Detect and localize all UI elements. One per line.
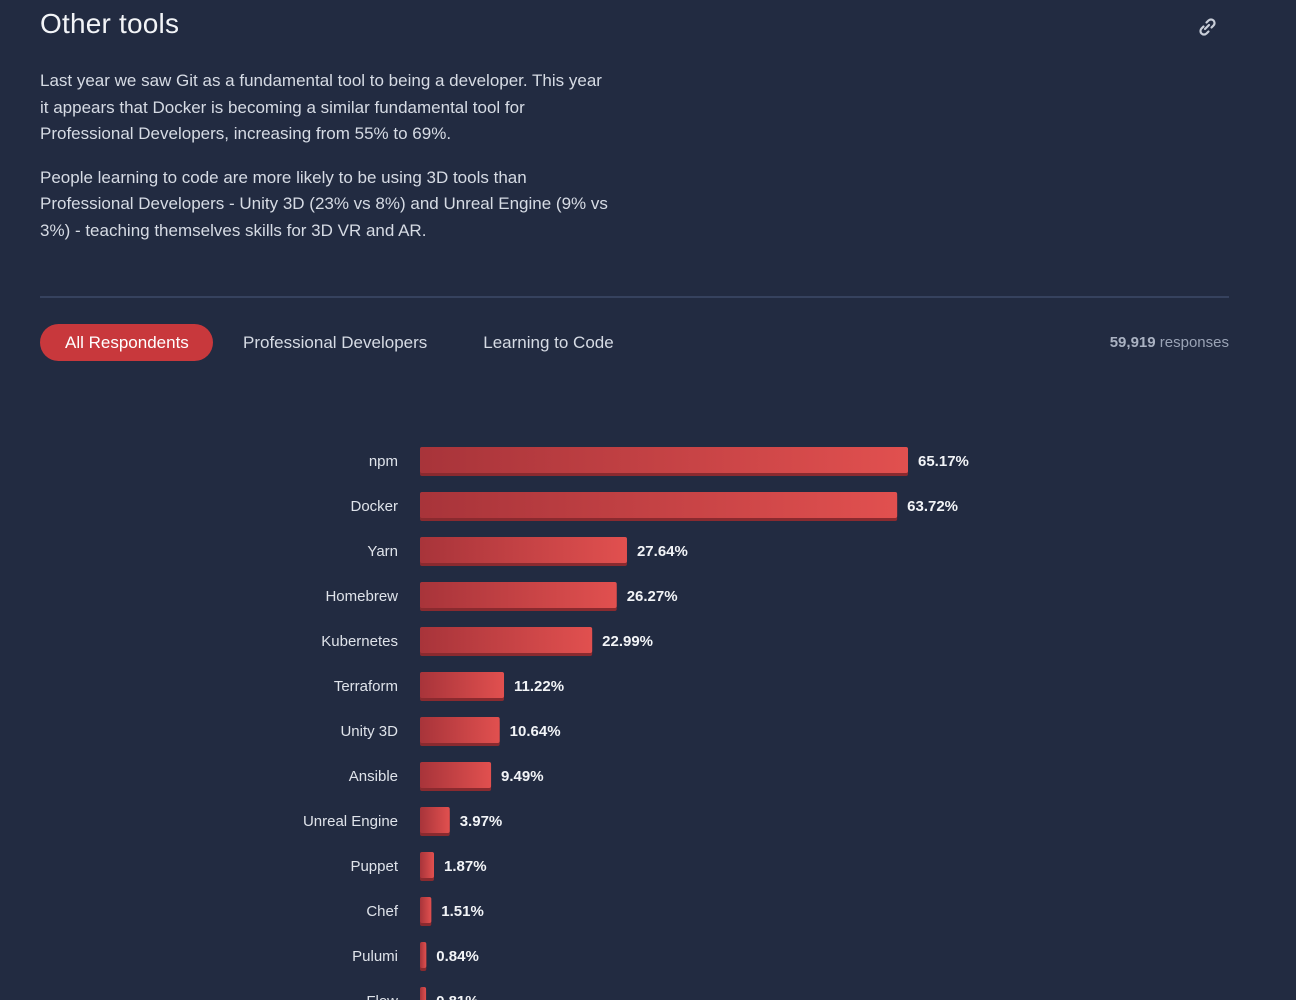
value-label: 10.64%: [510, 723, 561, 740]
chart-svg: npm 65.17% Docker 63.72% Yarn 27.64% Homebrew 2…: [303, 447, 969, 1000]
category-label: Puppet: [350, 858, 398, 875]
category-label: Yarn: [367, 543, 398, 560]
bar-row: Ansible 9.49%: [349, 762, 544, 791]
link-icon[interactable]: [1194, 14, 1220, 40]
bar-row: Unity 3D 10.64%: [340, 717, 561, 746]
responses-label: responses: [1159, 334, 1229, 351]
category-label: Chef: [366, 903, 399, 920]
category-label: Flow: [366, 993, 398, 1000]
value-label: 1.87%: [444, 858, 487, 875]
category-label: Unity 3D: [340, 723, 398, 740]
bar[interactable]: [420, 717, 500, 743]
tools-bar-chart: npm 65.17% Docker 63.72% Yarn 27.64% Homebrew 2…: [0, 420, 1296, 1000]
category-label: Kubernetes: [321, 633, 398, 650]
bar-row: Homebrew 26.27%: [325, 582, 678, 611]
bar-row: npm 65.17%: [369, 447, 969, 476]
tab-learning-to-code[interactable]: Learning to Code: [483, 333, 614, 352]
bar-row: Kubernetes 22.99%: [321, 627, 653, 656]
responses-count: 59,919 responses: [1110, 334, 1229, 351]
value-label: 3.97%: [460, 813, 503, 830]
value-label: 27.64%: [637, 543, 688, 560]
bar-row: Docker 63.72%: [350, 492, 958, 521]
bar-row: Pulumi 0.84%: [352, 942, 479, 971]
value-label: 22.99%: [602, 633, 653, 650]
intro-text: Last year we saw Git as a fundamental to…: [40, 68, 608, 261]
value-label: 65.17%: [918, 453, 969, 470]
responses-number: 59,919: [1109, 334, 1156, 351]
bar[interactable]: [420, 447, 908, 473]
bar[interactable]: [420, 987, 427, 1000]
category-label: Terraform: [334, 678, 398, 695]
category-label: Pulumi: [352, 948, 398, 965]
section-divider: [40, 296, 1229, 298]
category-label: Unreal Engine: [303, 813, 398, 830]
value-label: 0.81%: [436, 993, 479, 1000]
bar[interactable]: [420, 492, 898, 518]
bar[interactable]: [420, 627, 593, 653]
bar[interactable]: [420, 762, 492, 788]
bar-row: Yarn 27.64%: [367, 537, 688, 566]
value-label: 0.84%: [436, 948, 479, 965]
bar[interactable]: [420, 672, 505, 698]
intro-paragraph-1: Last year we saw Git as a fundamental to…: [40, 71, 602, 143]
value-label: 11.22%: [514, 678, 564, 695]
value-label: 63.72%: [907, 498, 958, 515]
value-label: 26.27%: [627, 588, 678, 605]
category-label: Homebrew: [325, 588, 398, 605]
intro-paragraph-2: People learning to code are more likely …: [40, 167, 608, 240]
category-label: Docker: [350, 498, 398, 515]
respondent-tabs: All Respondents Professional Developers …: [40, 324, 614, 361]
bar-row: Flow 0.81%: [366, 987, 479, 1000]
bar-row: Puppet 1.87%: [350, 852, 487, 881]
tab-all-respondents[interactable]: All Respondents: [40, 324, 213, 361]
bar[interactable]: [420, 537, 627, 563]
bar-row: Chef 1.51%: [366, 897, 484, 926]
value-label: 9.49%: [501, 768, 544, 785]
category-label: npm: [369, 453, 398, 470]
bar[interactable]: [420, 582, 617, 608]
bar[interactable]: [420, 807, 450, 833]
bar-row: Terraform 11.22%: [334, 672, 564, 701]
tab-professional-developers[interactable]: Professional Developers: [243, 333, 428, 352]
bar-row: Unreal Engine 3.97%: [303, 807, 502, 836]
section-title: Other tools: [40, 8, 180, 39]
bar[interactable]: [420, 897, 432, 923]
bar[interactable]: [420, 942, 427, 968]
value-label: 1.51%: [441, 903, 484, 920]
bar[interactable]: [420, 852, 435, 878]
category-label: Ansible: [349, 768, 398, 785]
